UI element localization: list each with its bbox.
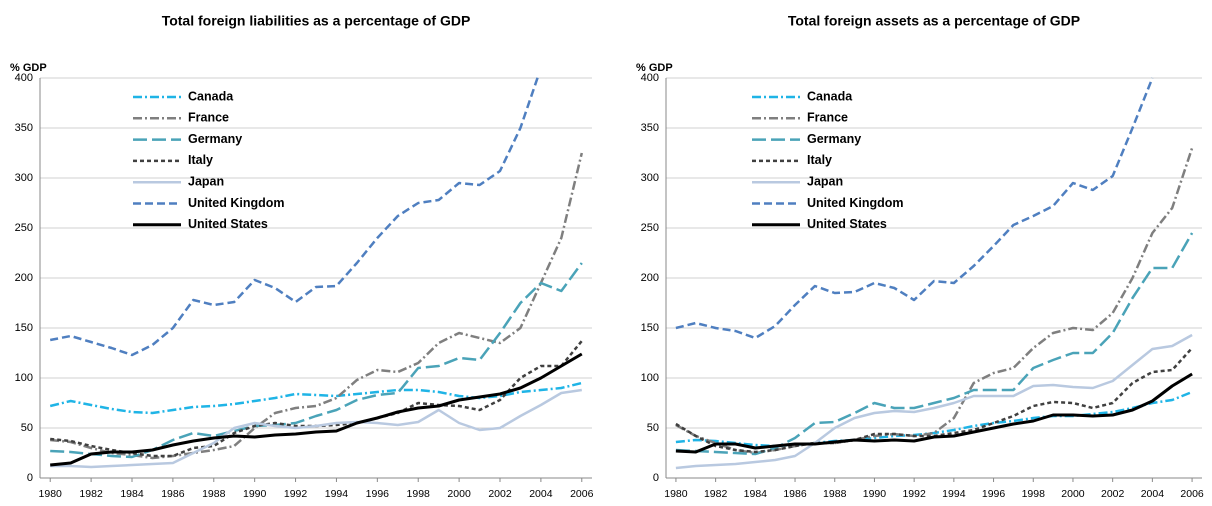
series-line — [675, 232, 1194, 456]
x-tick-label: 1986 — [783, 488, 807, 500]
y-tick-label: 400 — [15, 72, 33, 84]
legend-label: United States — [188, 217, 268, 231]
y-tick-label: 0 — [27, 472, 33, 484]
series-line — [50, 352, 583, 467]
legend-label: Germany — [188, 132, 242, 146]
x-tick-label: 1984 — [120, 488, 144, 500]
chart-title: Total foreign assets as a percentage of … — [788, 13, 1080, 29]
series-line — [675, 390, 1193, 448]
y-tick-label: 250 — [15, 222, 33, 234]
y-tick-label: 100 — [15, 372, 33, 384]
x-tick-label: 2000 — [1061, 488, 1085, 500]
x-tick-label: 1990 — [863, 488, 887, 500]
y-axis-label: % GDP — [636, 62, 673, 74]
x-tick-label: 1984 — [744, 488, 768, 500]
chart-title: Total foreign liabilities as a percentag… — [162, 13, 471, 29]
y-tick-label: 350 — [641, 122, 659, 134]
x-tick-label: 1994 — [325, 488, 349, 500]
y-tick-label: 100 — [641, 372, 659, 384]
y-tick-label: 0 — [653, 472, 659, 484]
y-tick-label: 350 — [15, 122, 33, 134]
plot-area — [675, 77, 1194, 470]
x-tick-label: 1998 — [407, 488, 431, 500]
y-tick-label: 150 — [15, 322, 33, 334]
series-line — [675, 333, 1193, 470]
x-tick-label: 1992 — [902, 488, 926, 500]
x-tick-label: 1988 — [823, 488, 847, 500]
series-line — [49, 76, 540, 357]
legend-label: France — [807, 111, 848, 125]
x-tick-label: 1996 — [366, 488, 390, 500]
series-line — [675, 77, 1154, 340]
chart: Total foreign assets as a percentage of … — [636, 13, 1204, 500]
plot-area — [49, 76, 584, 469]
y-tick-label: 300 — [641, 172, 659, 184]
series-line — [50, 388, 582, 469]
x-tick-label: 2004 — [1141, 488, 1165, 500]
y-tick-label: 250 — [641, 222, 659, 234]
legend-label: Canada — [188, 89, 234, 103]
y-tick-label: 50 — [647, 422, 659, 434]
y-tick-label: 400 — [641, 72, 659, 84]
x-tick-label: 1982 — [704, 488, 728, 500]
x-tick-label: 1988 — [202, 488, 226, 500]
y-tick-label: 50 — [21, 422, 33, 434]
legend-label: United States — [807, 217, 887, 231]
chart: Total foreign liabilities as a percentag… — [10, 13, 594, 500]
x-tick-label: 1986 — [161, 488, 185, 500]
y-tick-label: 200 — [15, 272, 33, 284]
y-tick-label: 150 — [641, 322, 659, 334]
x-tick-label: 1980 — [39, 488, 63, 500]
legend-label: United Kingdom — [807, 196, 904, 210]
legend-label: Italy — [807, 153, 832, 167]
legend-label: France — [188, 111, 229, 125]
x-tick-label: 1990 — [243, 488, 267, 500]
y-tick-label: 300 — [15, 172, 33, 184]
x-tick-label: 2000 — [447, 488, 471, 500]
legend-label: Germany — [807, 132, 861, 146]
x-tick-label: 2006 — [1180, 488, 1204, 500]
y-axis-label: % GDP — [10, 62, 47, 74]
legend-label: Japan — [188, 174, 224, 188]
legend-label: Japan — [807, 174, 843, 188]
x-tick-label: 2002 — [1101, 488, 1125, 500]
x-tick-label: 1998 — [1022, 488, 1046, 500]
series-line — [675, 372, 1193, 454]
legend-label: Canada — [807, 89, 853, 103]
x-tick-label: 1982 — [79, 488, 103, 500]
x-tick-label: 2002 — [488, 488, 512, 500]
x-tick-label: 2006 — [570, 488, 594, 500]
y-tick-label: 200 — [641, 272, 659, 284]
x-tick-label: 1980 — [664, 488, 688, 500]
series-line — [50, 262, 583, 459]
x-tick-label: 1992 — [284, 488, 308, 500]
x-tick-label: 1996 — [982, 488, 1006, 500]
series-line — [49, 381, 583, 415]
x-tick-label: 2004 — [529, 488, 553, 500]
legend-label: Italy — [188, 153, 213, 167]
legend-label: United Kingdom — [188, 196, 285, 210]
series-line — [50, 340, 583, 458]
x-tick-label: 1994 — [942, 488, 966, 500]
